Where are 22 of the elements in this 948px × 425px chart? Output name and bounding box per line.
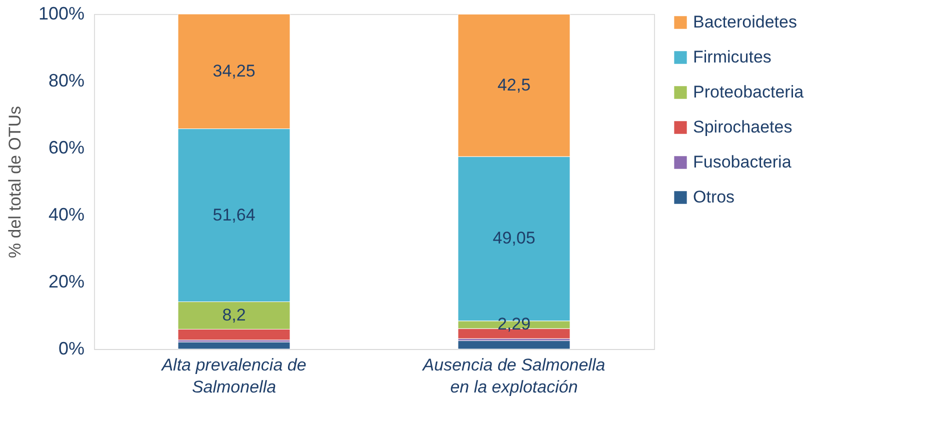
- legend-label: Otros: [693, 188, 735, 206]
- legend-label: Spirochaetes: [693, 118, 792, 136]
- data-label: 8,2: [222, 306, 246, 324]
- legend-label: Firmicutes: [693, 48, 772, 66]
- data-label: 34,25: [212, 61, 256, 80]
- legend-label: Fusobacteria: [693, 152, 792, 172]
- y-tick-label: 40%: [48, 204, 84, 224]
- data-label: 49,05: [492, 228, 536, 248]
- bar: [458, 340, 570, 350]
- legend-label: Proteobacteria: [693, 82, 804, 102]
- y-tick-label: 60%: [48, 138, 84, 158]
- bar: [178, 342, 290, 350]
- legend-label: Bacteroidetes: [693, 12, 797, 32]
- y-tick-label: 20%: [48, 272, 84, 292]
- y-tick-label: 100%: [38, 4, 84, 24]
- data-label: 51,64: [212, 205, 256, 224]
- y-tick-label: 0%: [58, 338, 84, 358]
- x-tick-label: Alta prevalencia de Salmonella: [160, 356, 306, 396]
- y-axis-title: % del total de OTUs: [5, 106, 24, 258]
- y-tick-label: 80%: [48, 70, 84, 90]
- x-tick-label: Ausencia de Salmonella en la explotación: [422, 356, 606, 396]
- data-label: 42,5: [497, 75, 531, 94]
